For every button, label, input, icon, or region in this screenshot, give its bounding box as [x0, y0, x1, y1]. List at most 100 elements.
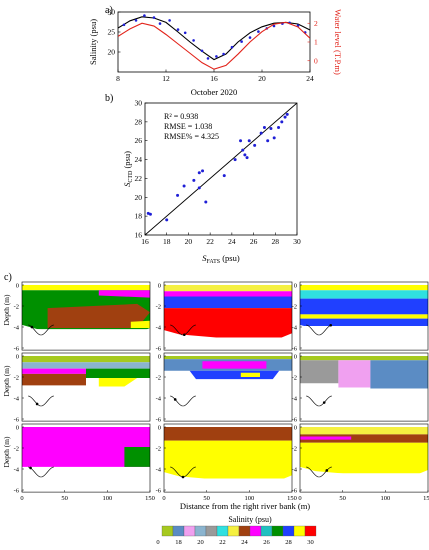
tide-phase-marker: [329, 323, 333, 327]
y-tick-label: -2: [292, 374, 297, 381]
x-tick-label: 20: [185, 237, 193, 246]
tide-phase-marker: [325, 469, 329, 472]
salinity-layer: [22, 427, 150, 467]
scatter-point: [148, 212, 152, 216]
salinity-layer: [370, 360, 428, 389]
salinity-layer: [300, 427, 428, 435]
panel-c-label: c): [4, 272, 12, 283]
salinity-layer: [300, 360, 339, 384]
y-tick-label: -4: [156, 324, 162, 331]
scatter-point: [280, 120, 284, 124]
y-tick-label: -4: [156, 466, 162, 473]
x-tick-label: 16: [141, 237, 149, 246]
section-frame: [163, 423, 293, 493]
colorbar-swatch: [249, 525, 262, 537]
tide-indicator-curve: [169, 324, 197, 336]
section-frame: [299, 281, 429, 351]
x-tick-label: 24: [306, 74, 314, 83]
scatter-point: [269, 126, 273, 130]
x-tick-label: 0: [298, 495, 301, 502]
x-tick-label: 18: [163, 237, 171, 246]
y-tick-label: 30: [108, 8, 116, 17]
tide-phase-marker: [35, 402, 39, 406]
salinity-ctd-point: [215, 55, 218, 58]
y-tick-label: -4: [14, 324, 20, 331]
y-tick-label: 0: [158, 353, 161, 360]
salinity-layer: [98, 378, 138, 387]
x-tick-label: 22: [206, 237, 214, 246]
salinity-ctd-point: [143, 14, 146, 17]
salinity-ctd-point: [158, 22, 162, 25]
tide-indicator-curve: [27, 466, 55, 478]
y-tick-label: -2: [156, 303, 161, 310]
scatter-point: [259, 131, 263, 135]
section-frame: [21, 352, 151, 422]
salinity-layer: [124, 446, 150, 467]
salinity-layer: [300, 318, 428, 326]
y-tick-label: 0: [294, 282, 297, 289]
salinity-layer: [164, 296, 292, 309]
salinity-ctd-point: [257, 30, 260, 33]
scatter-point: [245, 156, 249, 160]
scatter-point: [192, 178, 196, 182]
cross-section-6: 0 -2 -4 -6: [292, 352, 429, 423]
salinity-ctd-point: [200, 49, 204, 53]
x-tick-label: 16: [210, 74, 218, 83]
section-frame: [163, 281, 293, 351]
salinity-ctd-point: [176, 28, 180, 31]
salinity-ctd-point: [248, 36, 252, 39]
colorbar-swatch: [194, 525, 207, 537]
stat-rmse: RMSE = 1.038: [164, 122, 212, 131]
salinity-layer: [189, 370, 280, 380]
one-to-one-line: [145, 103, 297, 235]
panel-a-frame: [117, 11, 311, 73]
x-tick-label: 20: [258, 74, 266, 83]
y-tick-label: 24: [135, 155, 143, 164]
salinity-fats-line: [118, 16, 310, 61]
y2-tick-label: 2: [314, 19, 318, 28]
tide-phase-marker: [183, 333, 186, 337]
salinity-layer: [98, 290, 150, 298]
y-tick-label: 20: [135, 193, 143, 202]
salinity-layer: [300, 290, 428, 299]
colorbar-tick-label: 20: [197, 539, 204, 546]
salinity-layer: [164, 427, 292, 441]
salinity-layer: [22, 368, 86, 374]
panel-a-ylabel-right: Water level (T.P.m): [333, 9, 343, 75]
y-tick-label: -6: [292, 345, 298, 352]
y-tick-label: -2: [292, 445, 297, 452]
salinity-layer: [300, 442, 428, 474]
salinity-layer: [164, 308, 292, 338]
scatter-point: [272, 136, 276, 140]
depth-axis-label: Depth (m): [2, 294, 11, 326]
salinity-layer: [130, 320, 150, 329]
x-tick-label: 8: [116, 74, 120, 83]
y-tick-label: -2: [14, 374, 19, 381]
scatter-point: [283, 115, 287, 119]
colorbar-swatch: [238, 525, 251, 537]
x-tick-label: 150: [287, 495, 297, 502]
y-tick-label: 0: [158, 282, 161, 289]
y-tick-label: -2: [14, 303, 19, 310]
x-tick-label: 100: [380, 495, 390, 502]
panel-b-ylabel: SCTD (psu): [122, 151, 134, 187]
y2-tick-label: 0: [314, 56, 318, 65]
y-tick-label: -6: [14, 416, 20, 423]
panel-a-ylabel-left: Salinity (psu): [88, 19, 98, 65]
scatter-point: [197, 171, 201, 175]
scatter-point: [176, 193, 180, 197]
salinity-ctd-point: [230, 45, 234, 49]
colorbar-swatch: [161, 525, 174, 537]
salinity-ctd-point: [152, 16, 156, 19]
y-tick-label: 22: [135, 174, 143, 183]
panel-b-label: b): [105, 93, 113, 104]
colorbar-tick-label: 26: [263, 539, 270, 546]
salinity-layer: [202, 361, 267, 369]
x-tick-label: 0: [162, 495, 165, 502]
x-tick-label: 24: [228, 237, 236, 246]
salinity-layer: [86, 368, 150, 379]
section-frame: [163, 352, 293, 422]
